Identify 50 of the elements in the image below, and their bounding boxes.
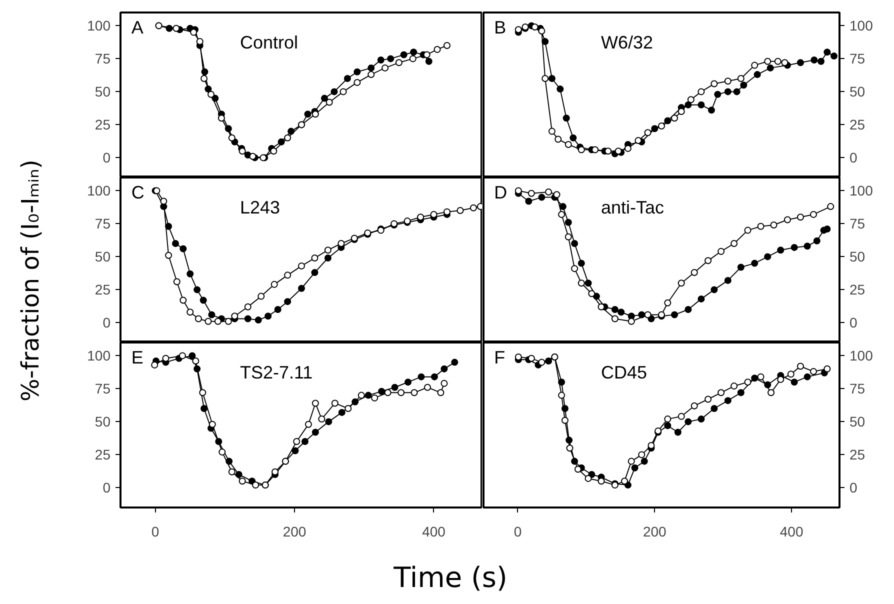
text: CD45 xyxy=(600,362,648,382)
text: L243 xyxy=(240,197,280,218)
y-tick-label: 50 xyxy=(850,84,866,100)
y-tick-label: 50 xyxy=(850,414,866,430)
y-tick-label: 50 xyxy=(850,248,866,265)
y-tick-label: 100 xyxy=(850,348,874,364)
y-tick-label: 75 xyxy=(94,50,111,67)
annotation: F xyxy=(494,347,506,368)
x-axis-title: Time (s) xyxy=(392,561,508,594)
x-tick-label: 200 xyxy=(642,524,667,540)
y-tick-label: 25 xyxy=(850,116,866,133)
x-tick-label: 400 xyxy=(780,524,804,540)
y-tick-label: 50 xyxy=(94,414,111,430)
annotation: B xyxy=(494,17,506,38)
y-tick-label: 50 xyxy=(94,248,111,265)
y-tick-label: 0 xyxy=(850,314,858,331)
annotation: A xyxy=(131,17,144,38)
annotation: C xyxy=(131,182,144,202)
y-tick-label: 75 xyxy=(94,216,111,232)
x-tick-label: 0 xyxy=(151,524,160,540)
y-tick-label: 50 xyxy=(94,84,111,100)
text: Control xyxy=(240,32,298,52)
y-tick-label: 25 xyxy=(850,446,866,463)
y-tick-label: 100 xyxy=(87,182,111,199)
y-tick-label: 0 xyxy=(850,480,858,496)
text: W6/32 xyxy=(600,32,654,52)
y-tick-label: 100 xyxy=(850,182,874,199)
y-tick-label: 0 xyxy=(102,150,111,166)
x-tick-label: 400 xyxy=(422,524,446,540)
annotation: E xyxy=(131,347,144,368)
y-tick-label: 25 xyxy=(850,282,866,298)
y-tick-label: 100 xyxy=(87,348,111,364)
y-tick-label: 25 xyxy=(94,282,111,298)
y-tick-label: 0 xyxy=(102,480,111,496)
y-tick-label: 100 xyxy=(850,18,874,34)
annotation: D xyxy=(494,182,508,202)
x-tick-label: 0 xyxy=(514,524,522,540)
text: TS2-7.11 xyxy=(240,362,313,382)
y-tick-label: 75 xyxy=(850,380,866,397)
y-axis-title: %-fraction of (I₀-Iₘᵢₙ) xyxy=(16,159,44,402)
y-tick-label: 75 xyxy=(850,216,866,232)
y-tick-label: 100 xyxy=(87,18,111,34)
y-tick-label: 0 xyxy=(102,314,111,331)
text: anti-Tac xyxy=(600,197,664,218)
y-tick-label: 25 xyxy=(94,446,111,463)
y-tick-label: 25 xyxy=(94,116,111,133)
y-tick-label: 75 xyxy=(94,380,111,397)
y-tick-label: 75 xyxy=(850,50,866,67)
x-tick-label: 200 xyxy=(282,524,306,540)
y-tick-label: 0 xyxy=(850,150,858,166)
